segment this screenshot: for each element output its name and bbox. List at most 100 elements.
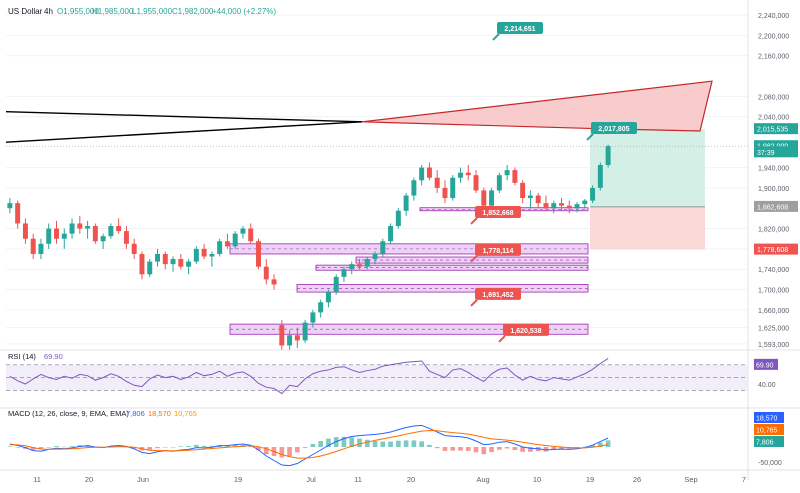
time-label: 20	[85, 475, 93, 484]
macd-histogram-bar	[225, 445, 230, 447]
price-label-arrow	[470, 299, 478, 307]
macd-histogram-bar	[364, 439, 370, 447]
macd-histogram-bar	[489, 447, 494, 453]
demand-zone[interactable]	[229, 243, 589, 255]
price-label-text: 1,778,114	[483, 248, 514, 255]
candle-body	[108, 226, 114, 237]
trendline-lower[interactable]	[5, 121, 363, 143]
price-tick-label: 2,160,000	[758, 54, 789, 61]
macd-histogram-bar	[69, 446, 75, 447]
price-label-box	[475, 205, 521, 218]
candle-body	[38, 243, 44, 254]
macd-histogram-bar	[349, 437, 355, 447]
candle-body	[481, 190, 487, 206]
macd-histogram-bar	[605, 440, 611, 447]
candle-body	[590, 187, 596, 201]
macd-signal-line	[9, 429, 609, 459]
time-label: 19	[586, 475, 594, 484]
macd-histogram-bar	[201, 445, 207, 447]
candle-body	[15, 203, 21, 224]
price-tag	[754, 146, 798, 158]
macd-histogram-bar	[287, 447, 292, 456]
price-label-arrow	[492, 33, 500, 41]
candle-body	[279, 325, 285, 346]
candle-body	[566, 205, 572, 209]
price-tick-label: 1,740,000	[758, 267, 789, 274]
wedge-pattern[interactable]	[361, 80, 713, 132]
price-tick-label: 1,660,000	[758, 308, 789, 315]
candle-body	[100, 236, 106, 242]
candle-body	[54, 228, 59, 239]
macd-histogram-bar	[458, 447, 463, 451]
price-label-arrow	[470, 217, 478, 225]
candle-body	[217, 241, 223, 254]
price-tick-label: 1,700,000	[758, 288, 789, 295]
macd-histogram-bar	[590, 444, 595, 447]
candle-body	[520, 182, 526, 199]
time-label: 11	[33, 475, 41, 484]
candle-body	[512, 170, 518, 183]
macd-histogram-bar	[46, 447, 52, 448]
candle-body	[527, 195, 533, 199]
candle-body	[209, 253, 215, 257]
macd-title[interactable]: MACD (12, 26, close, 9, EMA, EMA)	[8, 409, 129, 418]
legend-timeframe[interactable]: 4h	[44, 7, 53, 16]
time-label: 10	[533, 475, 541, 484]
price-labels: 2,214,651 2,017,805 1,852,668 1,778,114 1,69…	[470, 21, 637, 343]
price-tick-label: 2,240,000	[758, 13, 789, 20]
legend-symbol[interactable]: US Dollar	[8, 7, 43, 16]
macd-histogram-bar	[232, 444, 238, 447]
time-label: Aug	[476, 475, 489, 484]
macd-histogram-bar	[162, 447, 168, 448]
price-label-text: 1,620,538	[510, 328, 541, 335]
trendlines[interactable]	[5, 80, 713, 143]
candle-body	[7, 203, 13, 209]
position-target-area[interactable]	[590, 129, 705, 207]
price-tick-label: 1,900,000	[758, 186, 789, 193]
candle-body	[341, 269, 347, 277]
macd-histogram-bar	[155, 447, 160, 449]
candle-body	[411, 180, 417, 196]
macd-histogram-bar	[263, 447, 269, 455]
macd-histogram-bar	[481, 447, 487, 455]
rsi-axis-label: 40.00	[758, 382, 776, 389]
price-tag	[754, 123, 798, 135]
macd-histogram-bar	[528, 447, 533, 452]
candle-body	[302, 322, 308, 341]
candle-body	[248, 228, 254, 242]
candle-body	[349, 264, 355, 270]
candlestick-series	[7, 144, 611, 351]
candle-body	[450, 177, 456, 199]
time-axis[interactable]: 11 20 Jun 19 Jul 11 20 Aug 10 19 26 Sep 7	[0, 469, 800, 484]
macd-histogram-bar	[380, 441, 386, 447]
candle-body	[403, 195, 409, 211]
candle-body	[574, 204, 580, 209]
macd-histogram-bar	[326, 438, 331, 447]
macd-histogram-bar	[147, 447, 153, 451]
candle-body	[85, 226, 91, 229]
candle-body	[232, 233, 238, 247]
candle-body	[465, 172, 471, 176]
macd-histogram-bar	[434, 447, 440, 449]
time-label: 11	[354, 475, 362, 484]
macd-histogram-bar	[295, 447, 300, 453]
candle-body	[551, 203, 557, 209]
time-label: 26	[633, 475, 641, 484]
price-tick-label: 2,080,000	[758, 94, 789, 101]
macd-histogram-bar	[551, 447, 557, 450]
price-tag	[754, 140, 798, 152]
macd-histogram-bar	[7, 446, 13, 447]
macd-histogram-bar	[450, 447, 456, 451]
trendline-upper[interactable]	[5, 110, 363, 123]
legend-high: H1,985,000	[92, 7, 134, 16]
rsi-title[interactable]: RSI (14)	[8, 352, 36, 361]
price-axis[interactable]: 2,240,000 2,200,000 2,160,000 2,080,000 2,04…	[747, 0, 798, 480]
macd-axis-label: -50,000	[758, 460, 782, 467]
macd-value-tag-text: 10,765	[756, 428, 778, 435]
position-stop-area[interactable]	[590, 206, 705, 250]
macd-histogram-bar	[302, 447, 308, 448]
demand-zone[interactable]	[315, 264, 589, 271]
candle-body	[287, 335, 293, 346]
long-position-tool[interactable]	[6, 129, 748, 250]
macd-value: 7,806	[126, 409, 145, 418]
